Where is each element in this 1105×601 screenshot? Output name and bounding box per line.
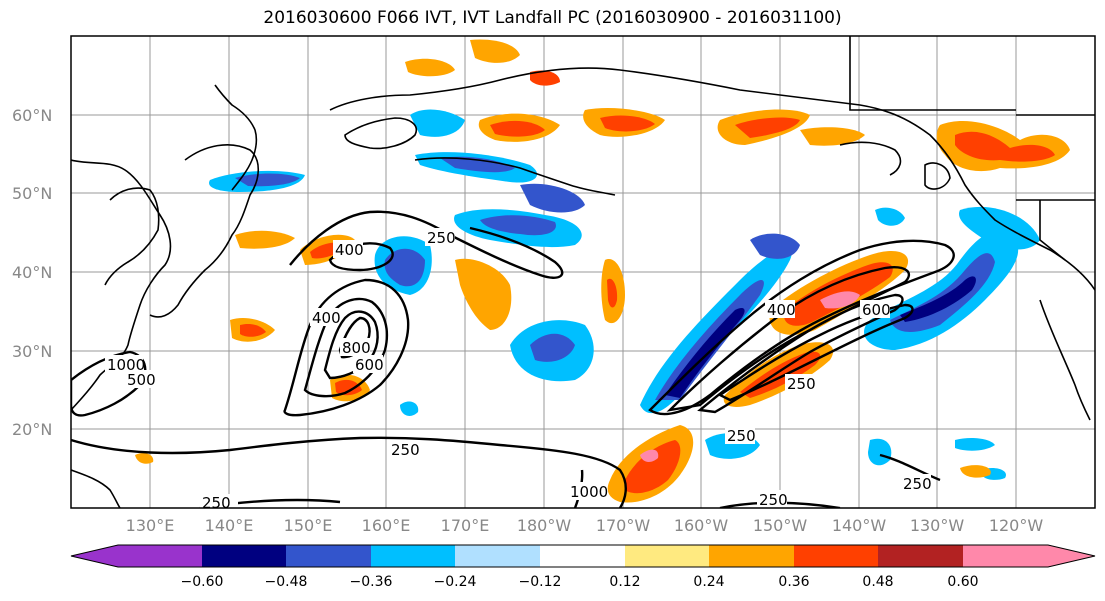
colorbar-segment [118, 545, 202, 567]
colorbar-tick-label: −0.36 [350, 574, 393, 590]
colorbar: −0.60 −0.48 −0.36 −0.24 −0.12 0.12 0.24 … [70, 544, 1096, 590]
contour-label: 600 [862, 301, 891, 319]
lon-label: 120°W [989, 516, 1044, 535]
map-title: 2016030600 F066 IVT, IVT Landfall PC (20… [263, 8, 842, 28]
lat-label: 40°N [12, 263, 52, 282]
contour-label: 500 [127, 371, 156, 389]
colorbar-segment [878, 545, 963, 567]
colorbar-segment [625, 545, 709, 567]
colorbar-segment [709, 545, 794, 567]
lat-label: 50°N [12, 184, 52, 203]
contour-labels: 400 250 400 800 600 1000 500 250 400 600… [105, 228, 932, 512]
colorbar-tick-label: −0.12 [519, 574, 562, 590]
colorbar-segment [202, 545, 286, 567]
longitude-labels: 130°E 140°E 150°E 160°E 170°E 180°W 170°… [126, 516, 1044, 535]
lon-label: 130°W [910, 516, 965, 535]
contour-label: 250 [202, 494, 231, 512]
colorbar-tick-label: −0.60 [181, 574, 224, 590]
contour-label: 1000 [570, 483, 608, 501]
colorbar-max-extension [1048, 545, 1095, 567]
lon-label: 140°E [205, 516, 254, 535]
lon-label: 180°W [517, 516, 572, 535]
lon-label: 170°E [441, 516, 490, 535]
lat-label: 30°N [12, 342, 52, 361]
contour-label: 250 [427, 229, 456, 247]
contour-label: 800 [342, 339, 371, 357]
contour-label: 1000 [107, 356, 145, 374]
contour-label: 600 [355, 356, 384, 374]
contour-label: 250 [727, 427, 756, 445]
colorbar-tick-label: 0.36 [778, 574, 809, 590]
lat-label: 20°N [12, 420, 52, 439]
lon-label: 150°W [753, 516, 808, 535]
contour-label: 250 [759, 491, 788, 509]
colorbar-segment [286, 545, 371, 567]
contour-label: 400 [767, 301, 796, 319]
colorbar-segment [540, 545, 625, 567]
map-frame [70, 35, 1096, 509]
contour-label: 400 [335, 241, 364, 259]
colorbar-min-extension [71, 545, 118, 567]
colorbar-tick-label: −0.24 [434, 574, 477, 590]
lon-label: 140°W [832, 516, 887, 535]
lon-label: 160°W [674, 516, 729, 535]
colorbar-tick-label: 0.24 [693, 574, 724, 590]
coastlines [71, 36, 1095, 508]
contour-label: 250 [391, 441, 420, 459]
lon-label: 170°W [596, 516, 651, 535]
colorbar-segment [371, 545, 455, 567]
colorbar-tick-label: 0.60 [947, 574, 978, 590]
lat-label: 60°N [12, 106, 52, 125]
colorbar-tick-label: 0.12 [609, 574, 640, 590]
contour-label: 250 [787, 375, 816, 393]
latitude-labels: 60°N 50°N 40°N 30°N 20°N [12, 106, 52, 439]
lon-label: 130°E [126, 516, 175, 535]
colorbar-segment [455, 545, 540, 567]
colorbar-tick-label: 0.48 [862, 574, 893, 590]
contour-label: 400 [312, 309, 341, 327]
colorbar-segment [963, 545, 1048, 567]
lon-label: 160°E [362, 516, 411, 535]
colorbar-segment [794, 545, 878, 567]
colorbar-tick-label: −0.48 [265, 574, 308, 590]
contour-label: 250 [903, 475, 932, 493]
lon-label: 150°E [284, 516, 333, 535]
